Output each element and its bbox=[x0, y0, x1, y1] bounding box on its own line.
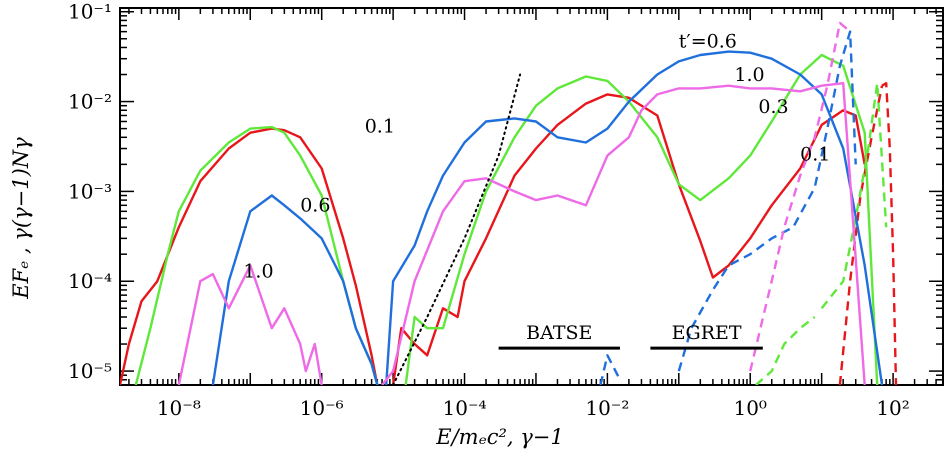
series-line-magenta-dashed bbox=[749, 21, 851, 372]
plot-frame bbox=[119, 7, 944, 386]
curve-label: 0.6 bbox=[300, 194, 330, 216]
x-axis-label: E/mₑc², γ−1 bbox=[435, 425, 564, 449]
band-label-egret: EGRET bbox=[672, 322, 742, 344]
y-tick-label: 10⁻³ bbox=[68, 179, 112, 203]
x-tick-label: 10⁻⁸ bbox=[157, 396, 201, 420]
series-line-magenta-solid bbox=[177, 264, 323, 385]
series-line-green-dashed bbox=[820, 81, 888, 310]
series-line-green-solid bbox=[134, 125, 379, 385]
y-tick-label: 10⁻² bbox=[68, 90, 112, 114]
curve-label: 0.1 bbox=[365, 116, 395, 138]
series-line-red-dashed bbox=[881, 81, 898, 385]
x-tick-label: 10⁻² bbox=[585, 396, 629, 420]
curve-label: 1.0 bbox=[243, 261, 273, 283]
series-line-green-dashed bbox=[755, 316, 816, 385]
plot-border bbox=[119, 7, 944, 386]
y-axis-label: EFₑ , γ(γ−1)Nγ bbox=[9, 137, 33, 300]
band-label-batse: BATSE bbox=[526, 322, 592, 344]
series-line-blue-dashed bbox=[677, 30, 857, 372]
curve-label: t′=0.6 bbox=[679, 30, 737, 52]
y-tick-label: 10⁻⁴ bbox=[68, 269, 112, 293]
series-line-magenta-solid bbox=[381, 81, 866, 385]
curve-labels: 0.1 0.6 1.0 t′=0.6 1.0 0.3 0.1 bbox=[243, 30, 830, 282]
x-tick-label: 10² bbox=[876, 396, 909, 420]
series-line-black-dotted bbox=[392, 73, 522, 385]
series-line-red-solid bbox=[391, 93, 866, 385]
instrument-bands: BATSE EGRET bbox=[498, 322, 763, 350]
curve-label: 0.3 bbox=[758, 96, 788, 118]
x-tick-label: 10⁻⁴ bbox=[443, 396, 487, 420]
curve-label: 0.1 bbox=[800, 144, 830, 166]
x-tick-label: 10⁰ bbox=[733, 396, 766, 420]
y-tick-label: 10⁻¹ bbox=[68, 0, 112, 24]
series-line-red-solid bbox=[120, 127, 379, 385]
series-group bbox=[120, 21, 898, 385]
axis-ticks: 10⁻⁸ 10⁻⁶ 10⁻⁴ 10⁻² 10⁰ 10² 10⁻⁵ 10⁻⁴ 10⁻³ 10⁻² 10… bbox=[68, 0, 944, 420]
y-tick-label: 10⁻⁵ bbox=[68, 359, 112, 383]
series-line-blue-solid bbox=[385, 50, 884, 385]
curve-label: 1.0 bbox=[734, 64, 764, 86]
x-tick-label: 10⁻⁶ bbox=[300, 396, 344, 420]
series-line-blue-solid bbox=[211, 194, 379, 385]
series-line-blue-dashed bbox=[599, 354, 622, 385]
